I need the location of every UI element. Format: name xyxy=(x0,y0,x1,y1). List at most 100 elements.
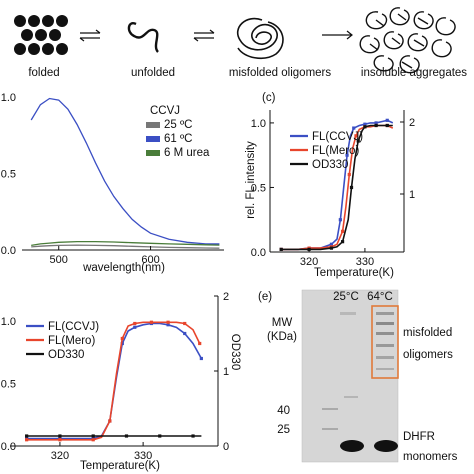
data-point xyxy=(191,434,195,438)
data-point xyxy=(124,434,129,438)
data-point xyxy=(166,320,170,324)
monomer-band-25 xyxy=(340,440,364,452)
data-point xyxy=(345,153,349,157)
band-label-misfolded: misfolded xyxy=(403,327,452,339)
data-point xyxy=(120,336,124,341)
data-point xyxy=(58,438,62,442)
band-label-dhfr: DHFR xyxy=(403,431,435,443)
x-tick-label: 330 xyxy=(134,450,152,462)
y-tick-label: 0.0 xyxy=(251,247,266,259)
forward-arrow-icon xyxy=(322,30,353,40)
y2-tick-label: 2 xyxy=(223,291,229,303)
marker-label-25: 25 xyxy=(277,424,290,436)
oligomer-highlight-box xyxy=(371,305,399,379)
axes xyxy=(269,110,405,253)
lane-label-25: 25°C xyxy=(333,291,359,303)
data-point xyxy=(120,341,124,346)
x-axis-label: Temperature(K) xyxy=(80,460,160,472)
gel-band xyxy=(376,368,394,370)
data-point xyxy=(199,356,203,361)
data-point xyxy=(108,419,112,423)
legend-label: FL(CCVJ) xyxy=(312,131,363,143)
series-line-25-c xyxy=(31,244,220,249)
legend-label: FL(CCVJ) xyxy=(48,321,99,333)
band-label-oligomers: oligomers xyxy=(403,349,453,361)
y-tick-label: 0.0 xyxy=(1,245,16,257)
legend-label: OD330 xyxy=(48,349,84,361)
x-tick-label: 320 xyxy=(51,450,69,462)
temperature-chart-d: 320 330 1.0 0.5 0.0 2 1 0 FL(CCVJ) FL(Mero) OD330… xyxy=(1,291,241,472)
monomer-band-64 xyxy=(374,440,398,452)
data-point xyxy=(363,125,367,129)
state-label: folded xyxy=(28,67,59,79)
legend: FL(CCVJ) FL(Mero) OD330 xyxy=(26,321,99,361)
data-point xyxy=(347,172,351,177)
panel-label-e: (e) xyxy=(258,291,272,303)
y2-tick-label: 2 xyxy=(409,117,415,129)
series-line-61-c xyxy=(30,97,220,245)
data-point xyxy=(356,139,360,143)
data-point xyxy=(374,121,378,125)
data-point xyxy=(198,341,202,346)
gel-band xyxy=(340,312,356,315)
marker-label-40: 40 xyxy=(277,405,290,417)
aggregate-cluster-icon xyxy=(359,7,456,74)
data-point xyxy=(25,434,29,438)
x-axis-label: Temperature(K) xyxy=(314,267,394,279)
data-point xyxy=(166,323,170,327)
x-tick-label: 320 xyxy=(300,256,318,268)
legend-label: 25 ºC xyxy=(164,119,193,131)
data-point xyxy=(329,246,334,250)
equilibrium-arrow-1-icon xyxy=(79,29,101,42)
y-tick-label: 0.5 xyxy=(251,182,266,194)
ticks: 500 600 1.0 0.5 0.0 xyxy=(1,92,160,266)
data-point xyxy=(279,247,283,252)
y-tick-label: 0.5 xyxy=(1,169,16,181)
gel-band xyxy=(344,396,358,398)
gel-panel: MW (KDa) 25°C 64°C 40 25 misfolded oligo… xyxy=(267,289,458,463)
gel-band xyxy=(376,356,394,359)
series-group xyxy=(30,97,220,249)
data-point xyxy=(340,240,345,244)
lane-label-64: 64°C xyxy=(367,291,393,303)
y-tick-label: 0.5 xyxy=(1,379,16,391)
series-group xyxy=(279,118,394,252)
data-point xyxy=(133,321,137,326)
y2-tick-label: 1 xyxy=(223,366,229,378)
data-point xyxy=(158,434,162,438)
data-point xyxy=(363,122,367,126)
axes xyxy=(10,296,219,447)
series-line-fl-ccvj- xyxy=(26,322,203,440)
data-point xyxy=(58,434,62,438)
legend-label: 61 ºC xyxy=(164,133,193,145)
data-point xyxy=(183,321,187,326)
band-label-monomers: monomers xyxy=(403,451,458,463)
gel-band xyxy=(376,312,394,315)
data-point xyxy=(183,331,187,336)
mw-unit-label: (KDa) xyxy=(267,331,297,343)
y-tick-label: 1.0 xyxy=(251,118,266,130)
legend-label: 6 M urea xyxy=(164,147,210,159)
legend-swatch xyxy=(146,136,160,142)
gel-image xyxy=(302,290,398,462)
gel-band xyxy=(376,344,394,347)
legend-label: FL(Mero) xyxy=(312,145,359,157)
data-point xyxy=(385,123,389,128)
x-tick-label: 330 xyxy=(356,256,374,268)
y2-tick-label: 1 xyxy=(409,189,415,201)
spectrum-chart: 500 600 1.0 0.5 0.0 CCVJ 25 ºC 61 ºC 6 M urea w… xyxy=(1,92,224,274)
y2-tick-label: 0 xyxy=(223,441,229,453)
data-point xyxy=(352,126,356,130)
data-point xyxy=(133,325,137,329)
ticks: 320 330 1.0 0.5 0.0 2 1 0 xyxy=(1,291,229,462)
gel-band xyxy=(376,332,394,335)
state-label: unfolded xyxy=(131,67,175,79)
data-point xyxy=(91,434,95,438)
data-point xyxy=(374,123,378,128)
state-label: misfolded oligomers xyxy=(229,67,332,79)
data-point xyxy=(349,185,354,190)
state-label: insoluble aggregates xyxy=(361,67,467,79)
data-point xyxy=(149,320,154,324)
